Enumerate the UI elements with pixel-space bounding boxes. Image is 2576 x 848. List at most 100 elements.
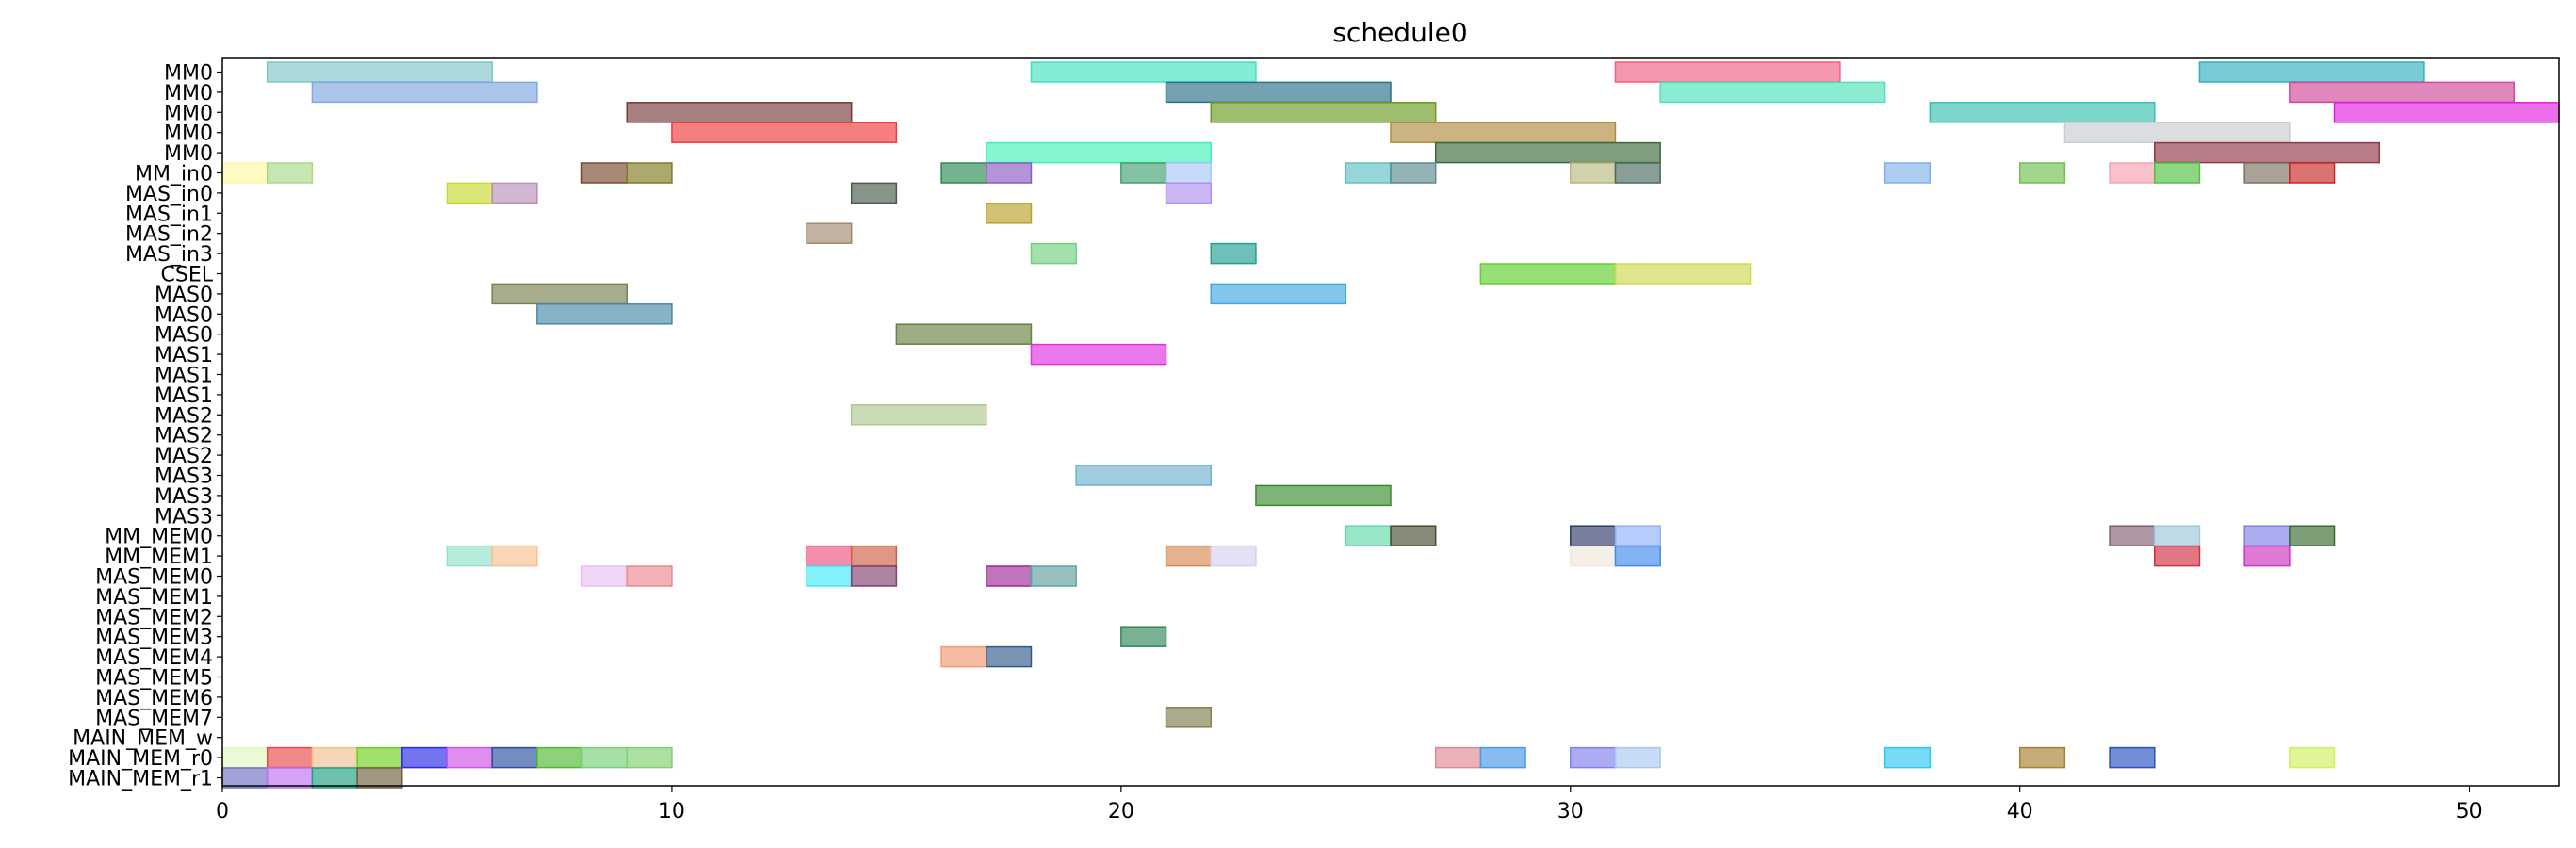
bar-main-mem-r0-84 <box>311 746 358 769</box>
bar-mm-in0-30 <box>1883 162 1932 184</box>
bar-mm0-8 <box>626 102 853 123</box>
y-tick-label: MAS2 <box>155 404 213 428</box>
bar-mm0-2 <box>1614 61 1841 83</box>
y-tick-label: MM_MEM0 <box>105 526 213 549</box>
x-tick-label: 30 <box>1557 800 1584 824</box>
bar-main-mem-r1-100 <box>221 767 269 789</box>
y-tick-layer: MM0MM0MM0MM0MM0MM_in0MAS_in0MAS_in1MAS_i… <box>68 62 222 791</box>
y-tick-label: MM0 <box>164 142 213 166</box>
bar-mm0-14 <box>2063 122 2291 143</box>
bar-mas3-53 <box>1255 484 1392 507</box>
y-tick-label: MAS2 <box>155 445 213 468</box>
bar-mm-in0-25 <box>1165 162 1212 184</box>
bar-mas-mem4-80 <box>986 645 1033 668</box>
y-tick-label: MAS_MEM7 <box>95 707 213 730</box>
bar-mm-in0-20 <box>580 162 628 184</box>
y-tick-label: MM_in0 <box>135 163 213 187</box>
bar-mm-mem1-66 <box>1165 545 1212 567</box>
bar-main-mem-r0-91 <box>626 746 673 769</box>
bar-mm-in0-29 <box>1614 162 1661 184</box>
bar-mas-mem0-76 <box>986 565 1033 587</box>
bar-main-mem-r1-103 <box>356 767 403 789</box>
bar-mm0-15 <box>986 141 1212 164</box>
bar-mas2-51 <box>850 404 987 426</box>
x-tick-label: 20 <box>1108 800 1134 824</box>
bar-mas-in0-39 <box>1165 182 1212 204</box>
y-tick-label: MAS_MEM5 <box>95 667 213 691</box>
bar-mm-mem1-70 <box>2154 545 2201 567</box>
y-tick-label: MAIN_MEM_r1 <box>68 768 213 791</box>
bar-mm-in0-21 <box>626 162 673 184</box>
bar-mm-mem0-60 <box>2243 525 2291 546</box>
bar-mm-in0-34 <box>2243 162 2291 184</box>
x-tick-label: 10 <box>659 800 685 824</box>
bar-mas-mem7-81 <box>1165 707 1212 728</box>
bar-main-mem-r0-98 <box>2109 746 2156 769</box>
bar-mm-mem1-62 <box>446 545 493 567</box>
bar-main-mem-r0-89 <box>536 746 583 769</box>
chart-title: schedule0 <box>1332 17 1467 48</box>
bar-main-mem-r0-93 <box>1479 746 1526 769</box>
bar-mas-in3-43 <box>1210 242 1257 265</box>
bar-mm-mem1-71 <box>2243 545 2291 567</box>
bar-mas-mem4-79 <box>940 645 987 668</box>
x-tick-label: 0 <box>216 800 229 824</box>
bar-main-mem-r0-83 <box>266 746 314 769</box>
bar-mas0-47 <box>1210 283 1347 305</box>
bar-main-mem-r1-101 <box>266 767 314 789</box>
bar-mas-in3-42 <box>1030 242 1077 265</box>
bar-mm0-11 <box>2333 102 2560 123</box>
y-tick-label: MM0 <box>164 62 213 86</box>
y-tick-label: MAS_MEM2 <box>95 606 213 629</box>
bar-mm0-10 <box>1929 102 2156 123</box>
bar-mm-in0-23 <box>986 162 1033 184</box>
bar-mm-in0-24 <box>1120 162 1167 184</box>
bar-mm-in0-28 <box>1570 162 1617 184</box>
bar-main-mem-r0-97 <box>2018 746 2066 769</box>
bar-mm0-6 <box>1659 81 1886 104</box>
bar-main-mem-r0-87 <box>446 746 493 769</box>
bar-mm-in0-18 <box>221 162 269 184</box>
bar-mm-mem0-56 <box>1570 525 1617 546</box>
bar-mm0-9 <box>1210 102 1437 123</box>
bar-mm0-1 <box>1030 61 1257 83</box>
y-tick-label: MAS_MEM1 <box>95 586 213 610</box>
bar-main-mem-r0-86 <box>401 746 448 769</box>
y-tick-label: MM_MEM1 <box>105 546 213 569</box>
y-tick-label: CSEL <box>161 264 214 287</box>
bar-csel-45 <box>1614 263 1752 285</box>
bar-mm-mem0-54 <box>1345 525 1392 546</box>
bar-main-mem-r0-88 <box>491 746 538 769</box>
y-tick-label: MAS3 <box>155 465 213 489</box>
bars-layer <box>221 61 2560 789</box>
bar-main-mem-r1-102 <box>311 767 358 789</box>
bar-mm0-5 <box>1165 81 1392 104</box>
bar-mm-in0-35 <box>2289 162 2336 184</box>
bar-mm-in0-31 <box>2018 162 2066 184</box>
bar-mas-mem0-75 <box>850 565 898 587</box>
y-tick-label: MM0 <box>164 122 213 146</box>
bar-mas-in2-41 <box>806 222 853 244</box>
y-tick-label: MAS0 <box>155 303 213 327</box>
bar-mas1-50 <box>1030 343 1167 366</box>
y-tick-label: MAIN_MEM_r0 <box>68 747 213 771</box>
y-tick-label: MM0 <box>164 102 213 125</box>
bar-mas3-52 <box>1075 465 1212 486</box>
bar-mm0-13 <box>1390 122 1617 143</box>
bar-mm-mem1-69 <box>1614 545 1661 567</box>
bar-mm-mem0-57 <box>1614 525 1661 546</box>
bar-mm0-0 <box>266 61 493 83</box>
y-tick-label: MAS0 <box>155 284 213 307</box>
bar-csel-44 <box>1479 263 1617 285</box>
y-tick-label: MAS_in0 <box>125 183 213 206</box>
bar-mm-mem0-55 <box>1390 525 1437 546</box>
y-tick-label: MAS2 <box>155 425 213 448</box>
y-tick-label: MAS3 <box>155 505 213 529</box>
y-tick-label: MAS1 <box>155 384 213 408</box>
bar-mas-mem0-77 <box>1030 565 1077 587</box>
bar-mm-mem0-59 <box>2154 525 2201 546</box>
bar-mm-in0-19 <box>266 162 314 184</box>
bar-mas-mem0-73 <box>626 565 673 587</box>
x-tick-label: 50 <box>2456 800 2483 824</box>
